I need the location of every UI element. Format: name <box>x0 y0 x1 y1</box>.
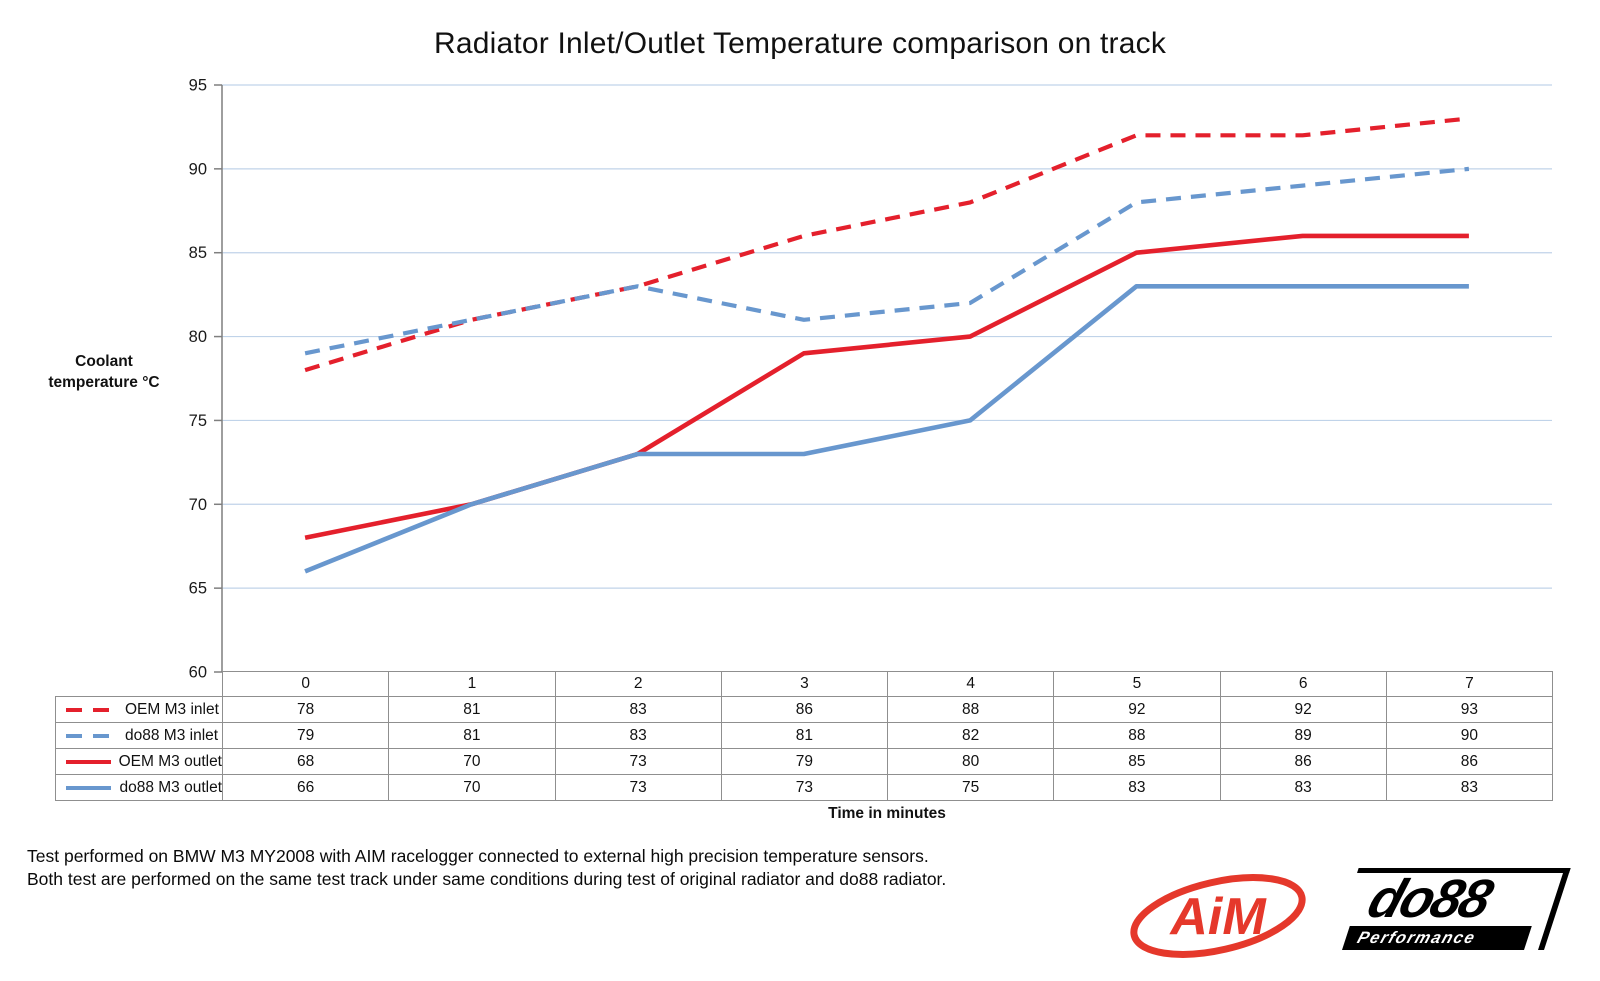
series-line-oem-m3-inlet <box>304 116 1470 373</box>
y-axis-title-line1: Coolant <box>75 353 133 370</box>
legend-label: OEM M3 inlet <box>125 700 219 718</box>
table-value-cell: 78 <box>221 696 390 723</box>
table-value-cell: 73 <box>720 774 889 801</box>
do88-logo-frame: do88 Performance <box>1332 868 1571 950</box>
x-category-label: 3 <box>720 671 889 697</box>
legend-line-icon <box>66 759 111 764</box>
table-value-cell: 70 <box>388 774 556 801</box>
y-tick-label: 85 <box>189 244 207 262</box>
x-category-label: 2 <box>554 671 722 697</box>
table-value-cell: 81 <box>388 722 556 749</box>
table-row: OEM M3 outlet 68 70 73 79 80 85 86 86 <box>55 748 1554 775</box>
table-value-cell: 86 <box>1385 748 1554 775</box>
table-value-cell: 92 <box>1219 696 1387 723</box>
table-value-cell: 85 <box>1053 748 1221 775</box>
legend-key-cell: OEM M3 outlet <box>55 748 223 775</box>
x-category-label: 6 <box>1219 671 1387 697</box>
table-row: do88 M3 inlet 79 81 83 81 82 88 89 90 <box>55 722 1554 749</box>
footer-note: Test performed on BMW M3 MY2008 with AIM… <box>27 845 946 891</box>
table-value-cell: 83 <box>554 722 722 749</box>
table-value-cell: 88 <box>1053 722 1221 749</box>
legend-label: do88 M3 inlet <box>125 726 219 744</box>
do88-logo-text: do88 <box>1360 869 1499 929</box>
footer-line-2: Both test are performed on the same test… <box>27 869 947 889</box>
table-value-cell: 81 <box>720 722 889 749</box>
table-value-cell: 83 <box>554 696 722 723</box>
table-value-cell: 73 <box>554 774 722 801</box>
table-value-cell: 70 <box>388 748 556 775</box>
x-category-label: 1 <box>388 671 556 697</box>
table-row: do88 M3 outlet 66 70 73 73 75 83 83 83 <box>55 774 1554 801</box>
legend-line-icon <box>66 733 116 738</box>
table-corner-blank <box>56 672 223 697</box>
table-value-cell: 73 <box>554 748 722 775</box>
x-category-label: 7 <box>1385 671 1554 697</box>
do88-logo-performance-bar: Performance <box>1342 926 1532 950</box>
table-value-cell: 75 <box>886 774 1055 801</box>
table-row: OEM M3 inlet 78 81 83 86 88 92 92 93 <box>55 696 1554 723</box>
footer-line-1: Test performed on BMW M3 MY2008 with AIM… <box>27 846 929 866</box>
y-tick-label: 65 <box>189 580 207 598</box>
table-value-cell: 86 <box>1219 748 1387 775</box>
table-value-cell: 79 <box>221 722 390 749</box>
table-value-cell: 82 <box>886 722 1055 749</box>
y-tick-label: 60 <box>189 664 207 682</box>
chart-data-table: 0 1 2 3 4 5 6 7 OEM M3 inlet 78 81 83 86 88 92 92 93 do88… <box>55 671 1554 801</box>
table-value-cell: 79 <box>720 748 889 775</box>
table-value-cell: 92 <box>1053 696 1221 723</box>
table-value-cell: 83 <box>1053 774 1221 801</box>
table-value-cell: 68 <box>221 748 390 775</box>
y-tick-label: 90 <box>189 160 207 178</box>
aim-logo-ellipse <box>1130 874 1306 958</box>
x-category-label: 4 <box>886 671 1055 697</box>
table-value-cell: 83 <box>1219 774 1387 801</box>
table-value-cell: 88 <box>886 696 1055 723</box>
legend-key-cell: OEM M3 inlet <box>55 696 223 723</box>
table-value-cell: 81 <box>388 696 556 723</box>
table-value-cell: 66 <box>221 774 390 801</box>
series-line-oem-m3-outlet <box>304 233 1469 541</box>
table-value-cell: 86 <box>720 696 889 723</box>
aim-logo: AiM <box>1128 872 1308 960</box>
x-axis-title: Time in minutes <box>828 805 946 822</box>
y-tick-label: 95 <box>189 77 207 95</box>
legend-key-cell: do88 M3 outlet <box>55 774 223 801</box>
legend-line-icon <box>66 785 112 790</box>
aim-logo-text: AiM <box>1168 888 1267 946</box>
y-axis-title-line2: temperature °C <box>48 374 160 391</box>
do88-logo: do88 Performance <box>1332 868 1571 950</box>
legend-label: do88 M3 outlet <box>119 778 222 796</box>
series-line-do88-m3-inlet <box>304 166 1470 356</box>
x-category-label: 5 <box>1053 671 1221 697</box>
chart-title: Radiator Inlet/Outlet Temperature compar… <box>433 27 1167 60</box>
legend-key-cell: do88 M3 inlet <box>55 722 223 749</box>
x-category-label: 0 <box>221 671 390 697</box>
y-tick-label: 75 <box>189 412 207 430</box>
table-value-cell: 80 <box>886 748 1055 775</box>
legend-line-icon <box>66 707 116 712</box>
table-value-cell: 90 <box>1385 722 1554 749</box>
y-tick-label: 80 <box>189 328 207 346</box>
series-line-do88-m3-outlet <box>304 283 1469 574</box>
table-value-cell: 89 <box>1219 722 1387 749</box>
y-axis-title: Coolant temperature °C <box>18 351 190 393</box>
y-tick-label: 70 <box>189 496 207 514</box>
legend-label: OEM M3 outlet <box>118 752 222 770</box>
line-chart-plot: 60 65 70 75 80 85 90 95 <box>189 77 1552 682</box>
table-value-cell: 93 <box>1385 696 1554 723</box>
table-value-cell: 83 <box>1385 774 1554 801</box>
